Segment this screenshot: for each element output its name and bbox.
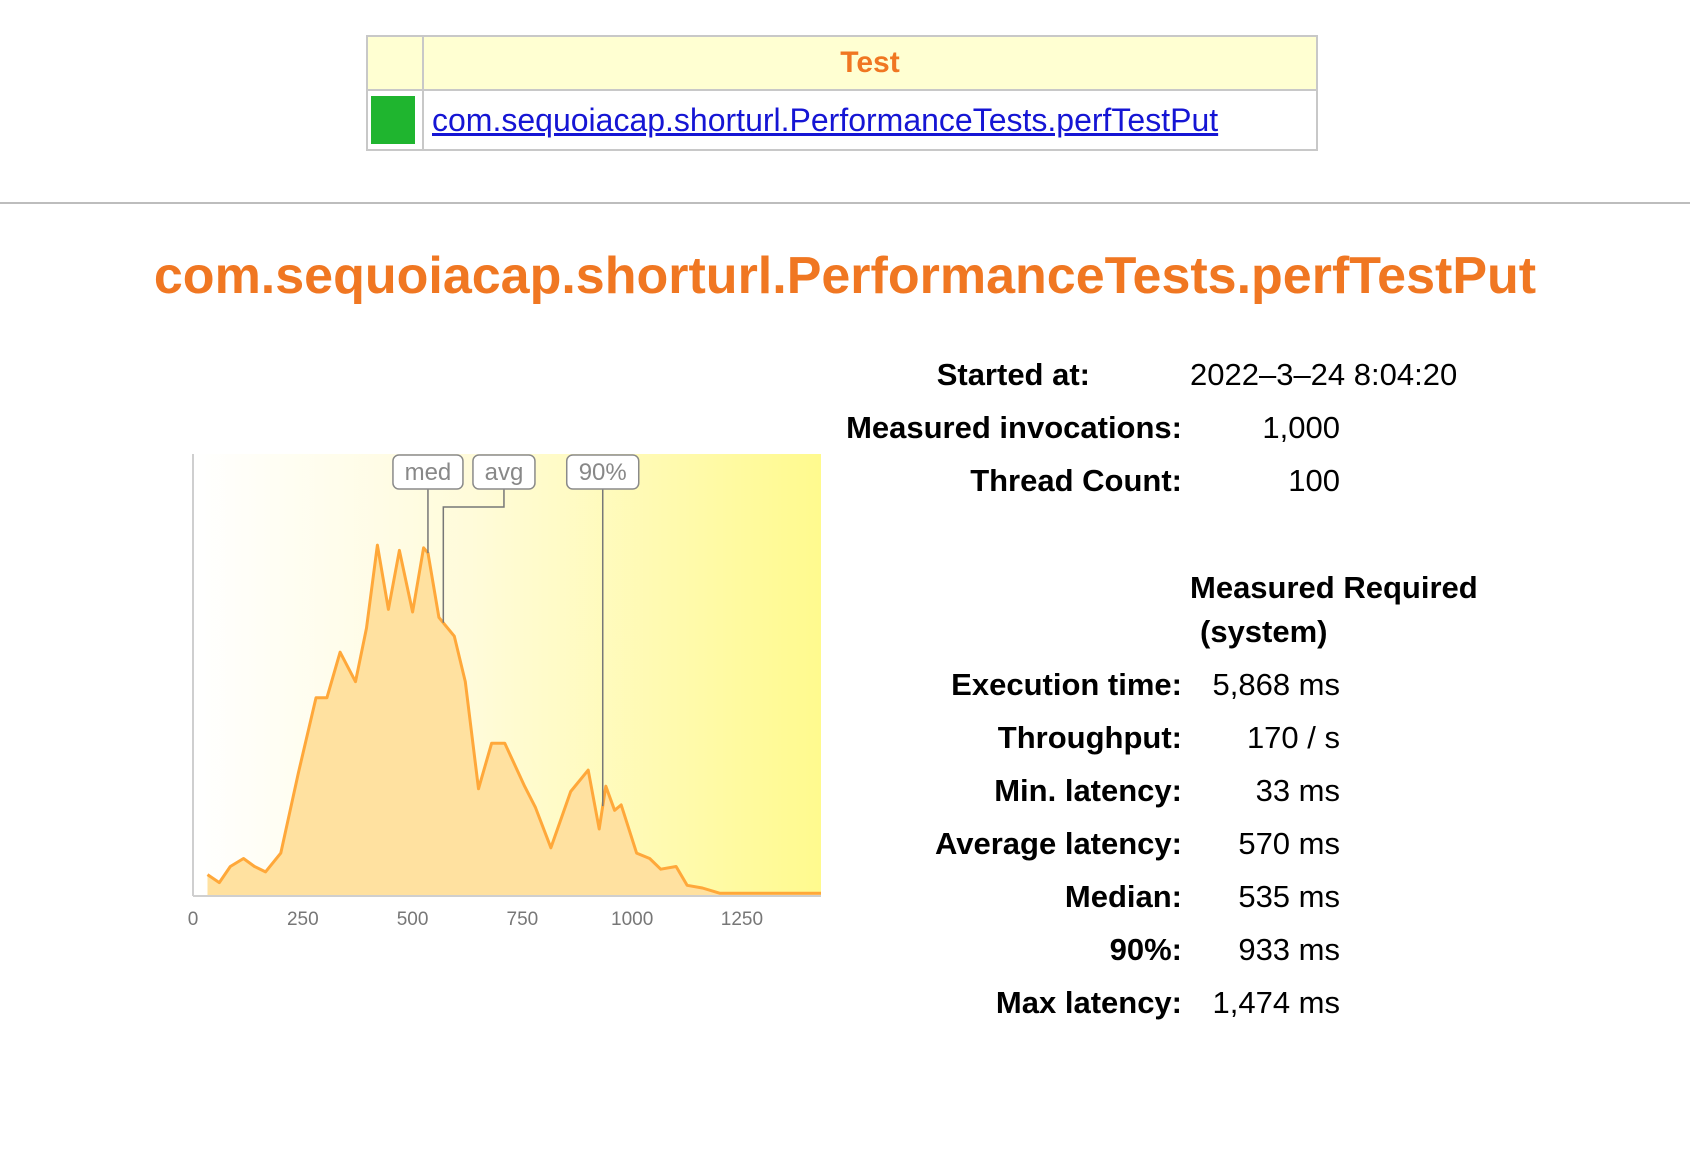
test-column-header: Test <box>422 35 1318 91</box>
stat-exec: Execution time: <box>0 665 1182 705</box>
stat-started: Started at: <box>0 355 1090 395</box>
latency-line <box>206 543 821 895</box>
median-label: Median: <box>1064 879 1182 914</box>
x-tick-label: 1250 <box>721 909 763 930</box>
stat-threads-value-wrap: 100 <box>1200 461 1340 501</box>
x-tick-label: 1000 <box>611 909 653 930</box>
marker-label: avg <box>485 459 524 486</box>
stat-p90: 90%: <box>0 930 1182 970</box>
stat-throughput-value-wrap: 170 / s <box>1180 718 1340 758</box>
avg-label: Average latency: <box>935 826 1182 861</box>
p90-label: 90%: <box>1109 932 1182 967</box>
marker-median: med <box>392 454 464 554</box>
x-tick-label: 750 <box>507 909 539 930</box>
throughput-value: 170 / s <box>1246 720 1340 755</box>
stat-exec-value-wrap: 5,868 ms <box>1180 665 1340 705</box>
max-value: 1,474 ms <box>1212 985 1340 1020</box>
stat-invocations: Measured invocations: <box>0 408 1182 448</box>
system-column-header-wrap: (system) <box>1200 612 1328 652</box>
stat-median-value-wrap: 535 ms <box>1180 877 1340 917</box>
marker-average: avg <box>442 454 536 623</box>
stat-avg-value-wrap: 570 ms <box>1180 824 1340 864</box>
stat-started-value: 2022–3–24 8:04:20 <box>1190 355 1457 395</box>
started-label: Started at: <box>936 357 1090 392</box>
chart-svg: 0 250 500 750 1000 1250 med avg 90% <box>188 454 821 930</box>
latency-area <box>207 545 821 896</box>
measured-column-header: Measured <box>1190 570 1335 605</box>
throughput-label: Throughput: <box>997 720 1182 755</box>
invocations-label: Measured invocations: <box>846 410 1182 445</box>
column-headers: Measured Required <box>1190 568 1478 608</box>
horizontal-divider <box>0 202 1690 204</box>
stat-min-value-wrap: 33 ms <box>1180 771 1340 811</box>
stat-max-value-wrap: 1,474 ms <box>1180 983 1340 1023</box>
table-row: com.sequoiacap.shorturl.PerformanceTests… <box>366 89 1318 151</box>
status-cell <box>366 89 424 151</box>
x-tick-label: 250 <box>287 909 319 930</box>
min-label: Min. latency: <box>994 773 1182 808</box>
marker-label-box <box>472 454 536 490</box>
system-column-header: (system) <box>1200 614 1328 649</box>
x-axis-ticks: 0 250 500 750 1000 1250 <box>188 909 763 930</box>
marker-label: 90% <box>579 459 627 486</box>
invocations-value: 1,000 <box>1262 410 1340 445</box>
x-tick-label: 500 <box>397 909 429 930</box>
latency-histogram-chart: 0 250 500 750 1000 1250 med avg 90% <box>170 440 830 940</box>
test-name-cell: com.sequoiacap.shorturl.PerformanceTests… <box>422 89 1318 151</box>
x-tick-label: 0 <box>188 909 199 930</box>
median-value: 535 ms <box>1238 879 1340 914</box>
stat-invocations-value-wrap: 1,000 <box>1200 408 1340 448</box>
required-column-header: Required <box>1343 570 1478 605</box>
stat-markers: med avg 90% <box>392 454 640 807</box>
avg-value: 570 ms <box>1238 826 1340 861</box>
stats-panel: Started at: 2022–3–24 8:04:20 Measured i… <box>0 355 1690 1055</box>
stat-threads: Thread Count: <box>0 461 1182 501</box>
max-label: Max latency: <box>995 985 1182 1020</box>
pass-status-indicator <box>371 96 415 144</box>
results-summary-table: Test com.sequoiacap.shorturl.Performance… <box>366 35 1318 151</box>
threads-label: Thread Count: <box>970 463 1182 498</box>
page-title: com.sequoiacap.shorturl.PerformanceTests… <box>153 247 1537 305</box>
marker-label-box <box>565 454 640 490</box>
marker-p90: 90% <box>565 454 640 807</box>
started-value: 2022–3–24 8:04:20 <box>1190 357 1458 392</box>
p90-value: 933 ms <box>1238 932 1340 967</box>
exec-value: 5,868 ms <box>1212 667 1340 702</box>
stat-throughput: Throughput: <box>0 718 1182 758</box>
status-column-header <box>366 35 424 91</box>
summary-header-row: Test <box>366 35 1318 91</box>
marker-label: med <box>405 459 452 486</box>
stat-avg: Average latency: <box>0 824 1182 864</box>
test-link[interactable]: com.sequoiacap.shorturl.PerformanceTests… <box>432 101 1219 138</box>
min-value: 33 ms <box>1255 773 1340 808</box>
marker-leader-line <box>442 489 505 623</box>
threads-value: 100 <box>1288 463 1340 498</box>
exec-label: Execution time: <box>951 667 1182 702</box>
stat-max: Max latency: <box>0 983 1182 1023</box>
stat-median: Median: <box>0 877 1182 917</box>
marker-label-box <box>392 454 464 490</box>
stat-min: Min. latency: <box>0 771 1182 811</box>
stat-p90-value-wrap: 933 ms <box>1180 930 1340 970</box>
